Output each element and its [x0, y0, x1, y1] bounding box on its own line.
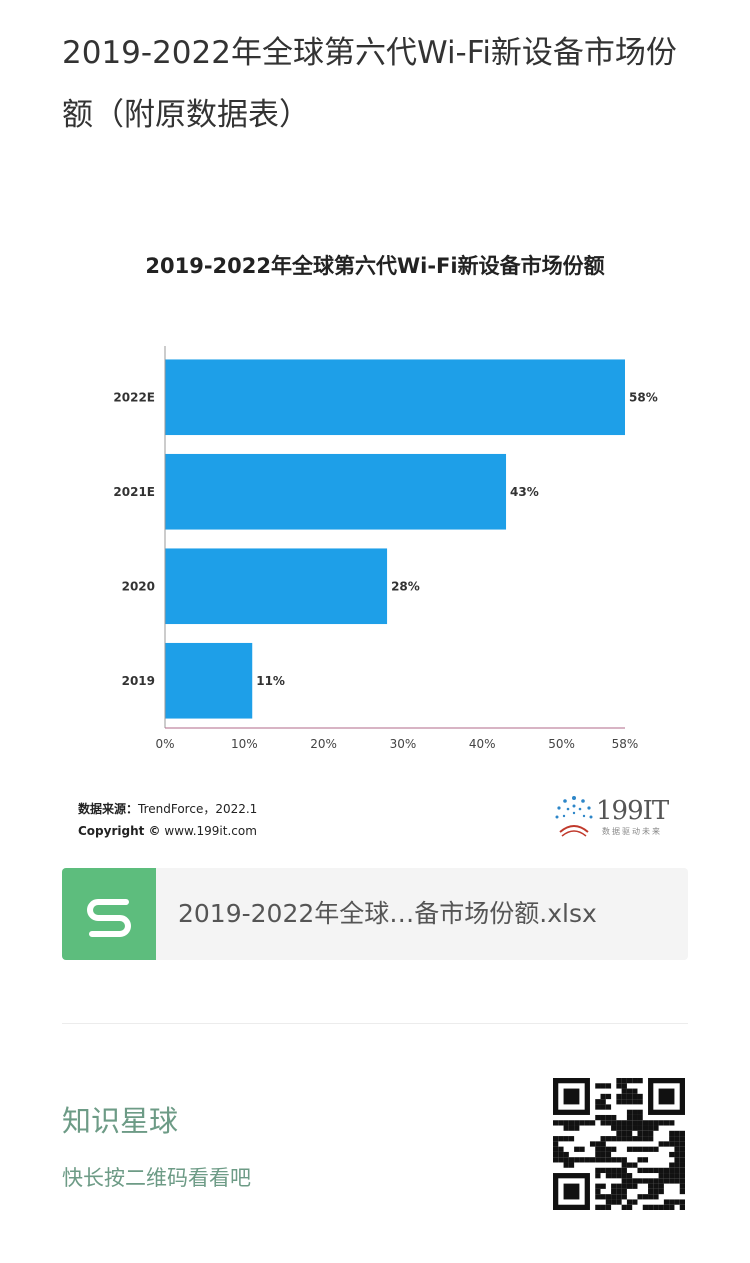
data-label: 11% [256, 674, 285, 688]
bar [165, 548, 388, 625]
footer-title: 知识星球 [62, 1104, 179, 1138]
brand-name: 199IT [596, 796, 669, 826]
attachment-filename: 2019-2022年全球…备市场份额.xlsx [178, 899, 597, 928]
source-label: 数据来源： [78, 802, 139, 816]
divider [62, 1023, 688, 1024]
attachment-card[interactable]: 2019-2022年全球…备市场份额.xlsx [62, 868, 688, 960]
qr-code-icon[interactable] [553, 1078, 685, 1210]
x-tick-label: 30% [390, 737, 417, 751]
category-label: 2021E [113, 485, 155, 499]
chart-title: 2019-2022年全球第六代Wi-Fi新设备市场份额 [145, 254, 605, 278]
copyright-text: www.199it.com [164, 824, 257, 838]
data-label: 43% [510, 485, 539, 499]
bar-chart: 2022E 58% 2021E 43% 2020 28% 2019 11% 0% 10% 20% 30… [113, 346, 658, 751]
source-note: 数据来源：TrendForce，2022.1 Copyright © www.1… [78, 798, 257, 842]
bar [165, 642, 253, 719]
category-label: 2019 [122, 674, 155, 688]
brand-tagline: 数据驱动未来 [602, 827, 662, 836]
source-text: TrendForce，2022.1 [138, 802, 258, 816]
copyright-label: Copyright © [78, 824, 161, 838]
dandelion-icon [555, 796, 593, 837]
brand-logo: 199IT 数据驱动未来 [552, 790, 682, 840]
x-tick-label: 10% [231, 737, 258, 751]
spreadsheet-icon [62, 868, 156, 960]
footer-subtitle: 快长按二维码看看吧 [62, 1166, 251, 1190]
category-label: 2020 [122, 579, 155, 593]
category-label: 2022E [113, 390, 155, 404]
article-title: 2019-2022年全球第六代Wi-Fi新设备市场份额（附原数据表） [62, 35, 677, 133]
chart-card: 2022E 58% 2021E 43% 2020 28% 2019 11% 0% 10% 20% 30… [62, 220, 688, 860]
x-tick-label: 58% [612, 737, 639, 751]
bar [165, 359, 625, 436]
data-label: 58% [629, 390, 658, 404]
x-tick-label: 40% [469, 737, 496, 751]
x-tick-label: 50% [548, 737, 575, 751]
bar [165, 453, 507, 530]
data-label: 28% [391, 579, 420, 593]
x-tick-label: 0% [155, 737, 174, 751]
x-tick-label: 20% [310, 737, 337, 751]
